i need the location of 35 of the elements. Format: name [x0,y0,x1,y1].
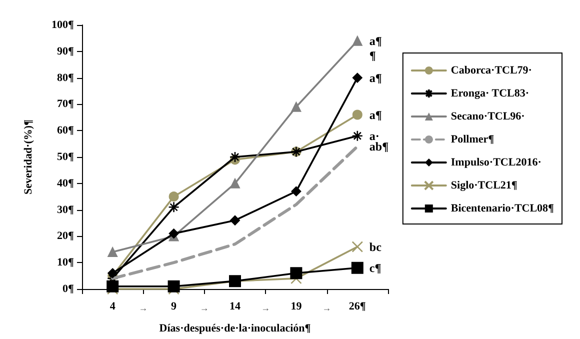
y-tick-label: 0¶ [62,283,74,295]
y-tick-label: 20¶ [57,230,74,242]
y-tick-label: 50¶ [57,151,74,163]
y-tick-label: 40¶ [57,177,74,190]
x-tick-label: 14 [230,300,241,312]
legend-label: Siglo·TCL21¶ [450,180,518,192]
y-tick-label: 90¶ [57,45,74,58]
y-tick-label: 30¶ [57,204,74,216]
x-tick-label: 4 [110,300,116,312]
legend-label: Impulso·TCL2016· [450,156,542,168]
legend-label: Caborca·TCL79· [450,64,532,76]
annotation: c¶ [369,260,382,275]
y-axis-title: Severidad·(%)¶ [22,119,34,194]
x-tick-label: 26¶ [348,300,366,312]
y-tick-label: 70¶ [57,98,74,110]
y-tick-label: 100¶ [52,19,74,31]
legend-label: Pollmer¶ [450,134,494,146]
x-axis-title: Días·después·de·la·inoculación¶ [159,322,311,334]
annotation: bc [369,240,382,254]
y-tick-label: 80¶ [57,72,74,84]
legend-label: Bicentenario·TCL08¶ [450,202,554,214]
y-tick-label: 60¶ [57,124,74,137]
text: → [322,303,332,313]
annotation: a¶ [369,108,382,122]
x-tick-label: 19 [290,300,302,312]
annotation: a¶ [369,70,382,85]
x-tick-label: 9 [171,300,178,312]
annotation: ¶ [369,48,376,62]
legend-label: Secano·TCL96· [450,110,525,122]
annotation: a¶ [369,34,382,48]
y-tick-label: 10¶ [57,256,74,269]
legend-label: Eronga· TCL83· [450,88,530,100]
text: → [200,303,209,313]
text: → [138,303,148,313]
text: → [261,303,270,313]
